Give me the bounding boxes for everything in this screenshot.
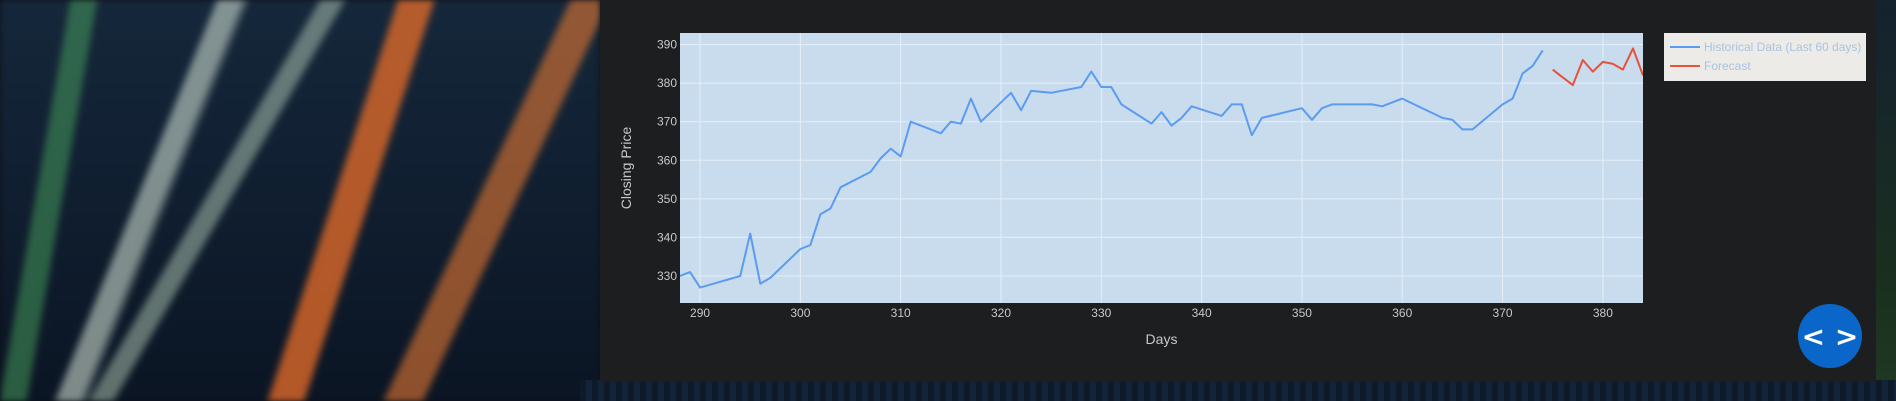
x-axis-title: Days — [1146, 331, 1178, 347]
x-tick-label: 360 — [1392, 306, 1412, 320]
legend-box — [1664, 33, 1866, 81]
chart-panel: 290 300 310 320 330 340 350 360 370 380 330 340 350 3… — [600, 0, 1876, 382]
y-axis-title: Closing Price — [618, 127, 634, 210]
x-tick-label: 290 — [690, 306, 710, 320]
x-tick-label: 320 — [991, 306, 1011, 320]
y-tick-label: 380 — [657, 76, 677, 90]
x-tick-label: 330 — [1091, 306, 1111, 320]
line-chart: 290 300 310 320 330 340 350 360 370 380 330 340 350 3… — [618, 33, 1866, 347]
x-tick-label: 300 — [790, 306, 810, 320]
y-tick-label: 360 — [657, 153, 677, 167]
legend-label: Historical Data (Last 60 days) — [1704, 40, 1861, 54]
x-tick-label: 380 — [1593, 306, 1613, 320]
x-tick-label: 350 — [1292, 306, 1312, 320]
y-tick-label: 340 — [657, 230, 677, 244]
background-image-left — [0, 0, 600, 401]
y-tick-label: 390 — [657, 38, 677, 52]
y-tick-label: 350 — [657, 192, 677, 206]
series-line-forecast — [1552, 47, 1643, 87]
background-image-bottom — [580, 380, 1896, 401]
x-tick-label: 340 — [1192, 306, 1212, 320]
y-tick-label: 370 — [657, 115, 677, 129]
x-tick-label: 370 — [1493, 306, 1513, 320]
y-tick-label: 330 — [657, 269, 677, 283]
legend-label: Forecast — [1704, 59, 1751, 73]
plot-area — [680, 33, 1643, 303]
code-icon: < > — [1801, 319, 1859, 353]
series-line-historical — [680, 49, 1544, 289]
code-toggle-button[interactable]: < > — [1798, 304, 1862, 368]
background-image-right — [1872, 0, 1896, 401]
x-tick-label: 310 — [891, 306, 911, 320]
